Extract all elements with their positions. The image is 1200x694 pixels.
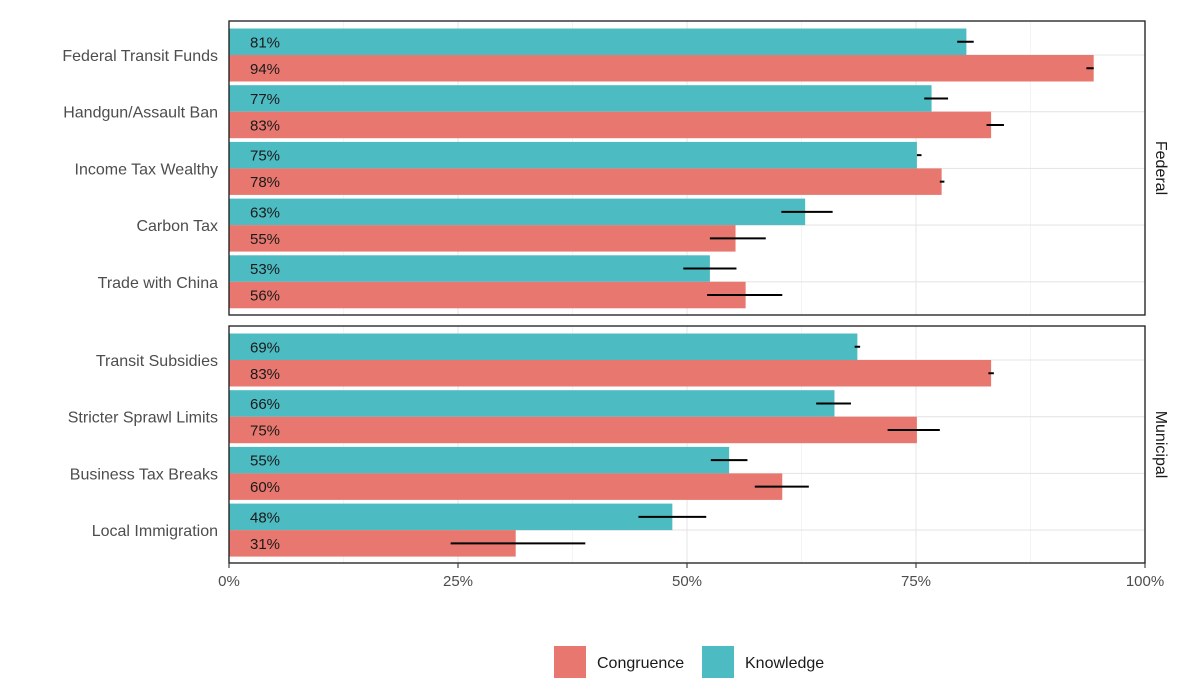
bar-congruence-stricter-sprawl-limits — [229, 416, 917, 444]
x-tick-label: 50% — [672, 573, 702, 590]
bar-knowledge-transit-subsidies — [229, 333, 858, 360]
category-labels: Federal Transit Funds Handgun/Assault Ban… — [62, 48, 218, 540]
category-label-local-immigration: Local Immigration — [92, 523, 218, 540]
bar-knowledge-handgun-assault-ban — [229, 85, 932, 112]
category-label-business-tax-breaks: Business Tax Breaks — [70, 466, 218, 483]
bar-knowledge-trade-with-china — [229, 255, 710, 282]
bar-knowledge-local-immigration — [229, 503, 673, 531]
bar-congruence-federal-transit-funds — [229, 55, 1094, 82]
bar-congruence-trade-with-china — [229, 281, 746, 309]
data-label-knowledge-business-tax-breaks: 55% — [250, 453, 280, 470]
data-label-congruence-handgun-assault-ban: 83% — [250, 117, 280, 134]
data-label-congruence-local-immigration: 31% — [250, 536, 280, 553]
data-label-knowledge-transit-subsidies: 69% — [250, 339, 280, 356]
data-label-knowledge-stricter-sprawl-limits: 66% — [250, 396, 280, 413]
x-tick-label: 25% — [443, 573, 473, 590]
data-label-knowledge-income-tax-wealthy: 75% — [250, 148, 280, 165]
bar-knowledge-business-tax-breaks — [229, 446, 730, 474]
data-label-congruence-stricter-sprawl-limits: 75% — [250, 422, 280, 439]
bars — [229, 28, 1094, 557]
category-label-income-tax-wealthy: Income Tax Wealthy — [75, 161, 218, 178]
category-label-handgun-assault-ban: Handgun/Assault Ban — [63, 105, 218, 122]
data-label-knowledge-local-immigration: 48% — [250, 509, 280, 526]
data-label-knowledge-handgun-assault-ban: 77% — [250, 91, 280, 108]
data-label-congruence-trade-with-china: 56% — [250, 288, 280, 305]
bar-congruence-carbon-tax — [229, 225, 736, 252]
data-label-congruence-income-tax-wealthy: 78% — [250, 174, 280, 191]
bar-congruence-transit-subsidies — [229, 360, 992, 387]
x-tick-label: 100% — [1126, 573, 1164, 590]
bar-congruence-business-tax-breaks — [229, 473, 783, 500]
legend-label-knowledge: Knowledge — [745, 655, 824, 672]
data-label-knowledge-carbon-tax: 63% — [250, 204, 280, 221]
panel-strips: Federal Municipal — [1152, 141, 1169, 478]
legend-swatch-congruence — [554, 646, 586, 678]
data-label-congruence-transit-subsidies: 83% — [250, 366, 280, 383]
category-label-carbon-tax: Carbon Tax — [136, 218, 218, 235]
data-label-congruence-carbon-tax: 55% — [250, 231, 280, 248]
x-tick-label: 75% — [901, 573, 931, 590]
bar-knowledge-stricter-sprawl-limits — [229, 390, 835, 417]
data-label-knowledge-federal-transit-funds: 81% — [250, 34, 280, 51]
x-axis: 0% 25% 50% 75% 100% — [218, 563, 1164, 590]
panel-strip-federal: Federal — [1152, 141, 1169, 195]
x-tick-label: 0% — [218, 573, 240, 590]
bar-knowledge-carbon-tax — [229, 198, 806, 226]
bar-knowledge-federal-transit-funds — [229, 28, 967, 55]
data-label-congruence-federal-transit-funds: 94% — [250, 61, 280, 78]
category-label-stricter-sprawl-limits: Stricter Sprawl Limits — [68, 410, 218, 427]
category-label-trade-with-china: Trade with China — [98, 275, 218, 292]
panel-frame-federal — [228, 20, 1146, 316]
bar-congruence-income-tax-wealthy — [229, 168, 942, 195]
category-label-transit-subsidies: Transit Subsidies — [96, 353, 218, 370]
category-label-federal-transit-funds: Federal Transit Funds — [62, 48, 218, 65]
error-bars — [450, 40, 1094, 545]
legend: Congruence Knowledge — [554, 646, 824, 678]
data-label-congruence-business-tax-breaks: 60% — [250, 479, 280, 496]
data-labels: 81% 94% 77% 83% 75% 78% 63% 55% 53% 56% 69% 83% 66% 7… — [250, 34, 280, 553]
legend-label-congruence: Congruence — [597, 655, 684, 672]
panel-strip-municipal: Municipal — [1152, 411, 1169, 479]
legend-swatch-knowledge — [702, 646, 734, 678]
data-label-knowledge-trade-with-china: 53% — [250, 261, 280, 278]
bar-congruence-handgun-assault-ban — [229, 111, 992, 139]
bar-knowledge-income-tax-wealthy — [229, 141, 917, 169]
